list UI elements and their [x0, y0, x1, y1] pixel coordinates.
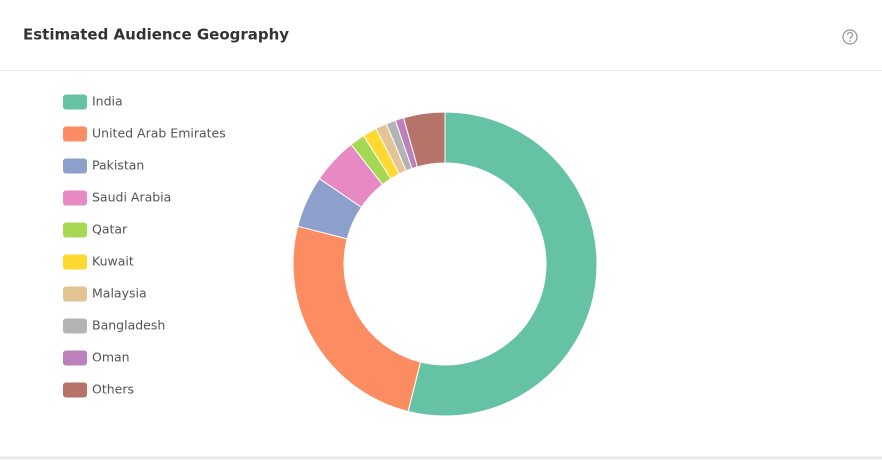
legend-swatch — [63, 382, 87, 398]
legend: India United Arab Emirates Pakistan Saudi A… — [63, 94, 226, 398]
legend-item[interactable]: Qatar — [63, 222, 128, 238]
legend-swatch — [63, 350, 87, 366]
legend-swatch — [63, 318, 87, 334]
legend-item[interactable]: Kuwait — [63, 254, 134, 270]
donut-segment[interactable] — [402, 111, 446, 168]
legend-label: United Arab Emirates — [92, 126, 226, 141]
legend-label: Oman — [92, 350, 130, 365]
legend-item[interactable]: Others — [63, 382, 134, 398]
legend-item[interactable]: Saudi Arabia — [63, 190, 171, 206]
legend-label: Saudi Arabia — [92, 190, 171, 205]
legend-label: Others — [92, 382, 134, 397]
legend-swatch — [63, 94, 87, 110]
legend-label: Malaysia — [92, 286, 147, 301]
legend-swatch — [63, 222, 87, 238]
legend-item[interactable]: Pakistan — [63, 158, 144, 174]
legend-label: Pakistan — [92, 158, 144, 173]
help-icon-mark — [846, 31, 854, 40]
donut-segment[interactable] — [407, 111, 598, 417]
help-icon-ring — [842, 29, 858, 45]
legend-swatch — [63, 158, 87, 174]
legend-swatch — [63, 126, 87, 142]
legend-item[interactable]: United Arab Emirates — [63, 126, 226, 142]
legend-item[interactable]: Oman — [63, 350, 130, 366]
legend-item[interactable]: Malaysia — [63, 286, 147, 302]
legend-swatch — [63, 254, 87, 270]
legend-swatch — [63, 190, 87, 206]
help-icon[interactable] — [842, 29, 858, 45]
legend-swatch — [63, 286, 87, 302]
card-title: Estimated Audience Geography — [23, 26, 289, 44]
donut — [292, 111, 598, 417]
legend-label: India — [92, 94, 123, 109]
legend-label: Qatar — [92, 222, 128, 237]
legend-item[interactable]: India — [63, 94, 123, 110]
legend-label: Kuwait — [92, 254, 134, 269]
help-icon-dot — [849, 40, 851, 42]
legend-label: Bangladesh — [92, 318, 165, 333]
legend-item[interactable]: Bangladesh — [63, 318, 165, 334]
